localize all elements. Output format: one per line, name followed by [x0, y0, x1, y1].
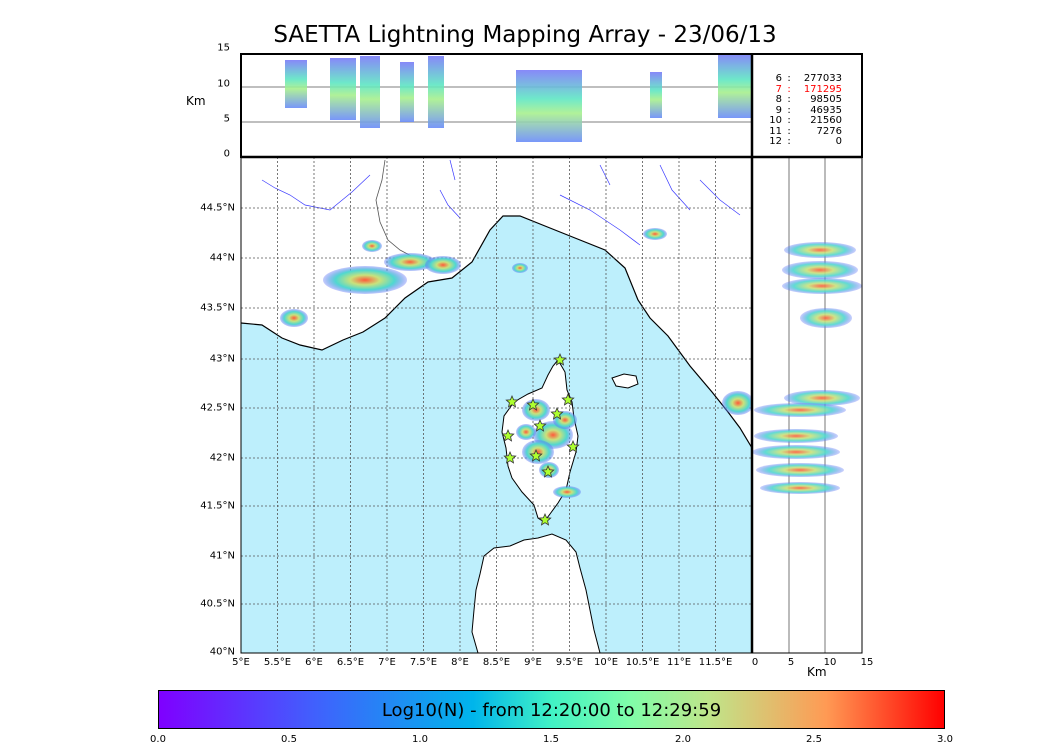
stats-level: 7 — [775, 83, 782, 95]
lon-tick: 10°E — [593, 657, 619, 668]
lat-tick: 41.5°N — [200, 500, 235, 512]
lat-tick: 40.5°N — [200, 598, 235, 610]
colorbar-tick: 2.5 — [806, 734, 822, 745]
stats-row: 10: 21560 — [760, 115, 852, 127]
stats-count: 0 — [835, 136, 842, 147]
map-gridlines — [241, 157, 752, 653]
star-icon — [566, 439, 580, 453]
lat-tick: 41°N — [209, 550, 235, 562]
altitude-rows — [752, 242, 862, 494]
stats-level: 8 — [775, 94, 782, 105]
top-altitude-plot — [240, 53, 753, 158]
star-icon — [501, 428, 515, 442]
lat-tick: 42°N — [209, 452, 235, 464]
colorbar-tick: 3.0 — [937, 734, 953, 745]
side-panel-xlabel: Km — [807, 665, 827, 679]
stats-row: 11: 7276 — [760, 125, 852, 138]
star-icon — [541, 464, 555, 478]
star-icon — [538, 512, 552, 526]
lon-tick: 7°E — [378, 657, 396, 668]
stats-count: 46935 — [810, 104, 842, 116]
star-icon — [505, 394, 519, 408]
top-ytick: 5 — [223, 113, 230, 125]
side-xtick: 0 — [751, 657, 759, 668]
stats-sep: : — [787, 73, 791, 84]
altitude-columns — [285, 54, 752, 142]
top-panel-ylabel: Km — [186, 94, 206, 108]
stats-level: 10 — [769, 115, 782, 126]
lon-tick: 11.5°E — [698, 657, 733, 668]
colorbar-label: Log10(N) - from 12:20:00 to 12:29:59 — [381, 700, 722, 721]
star-icon — [553, 352, 567, 366]
stats-count: 21560 — [810, 115, 842, 126]
stats-level: 11 — [769, 125, 782, 137]
colorbar — [158, 690, 945, 729]
stats-sep: : — [787, 104, 791, 116]
stats-sep: : — [787, 125, 791, 137]
top-ytick: 15 — [217, 42, 230, 54]
lon-tick: 8°E — [451, 657, 469, 668]
stats-row: 8: 98505 — [760, 94, 852, 106]
lon-tick: 8.5°E — [482, 657, 511, 668]
lon-tick: 11°E — [666, 657, 692, 668]
stats-row: 6: 277033 — [760, 73, 852, 85]
star-icon — [533, 418, 547, 432]
lat-tick: 40°N — [209, 646, 235, 658]
colorbar-tick: 1.0 — [412, 734, 428, 745]
plot-title: SAETTA Lightning Mapping Array - 23/06/1… — [273, 22, 777, 48]
lon-tick: 5°E — [232, 657, 250, 668]
star-icon — [526, 397, 540, 411]
stats-row: 9: 46935 — [760, 104, 852, 117]
colorbar-tick: 0.5 — [281, 734, 297, 745]
colorbar-tick: 0.0 — [150, 734, 166, 745]
stats-sep: : — [787, 83, 791, 95]
lat-tick: 43°N — [209, 353, 235, 365]
side-xtick: 5 — [787, 657, 795, 668]
top-panel-frame — [240, 53, 753, 158]
stats-count: 171295 — [803, 83, 842, 95]
side-xtick: 10 — [823, 657, 837, 668]
elba-island — [611, 373, 639, 389]
stats-level: 12 — [769, 136, 782, 147]
stats-count: 7276 — [816, 125, 842, 137]
lat-tick: 44.5°N — [200, 202, 235, 214]
star-icon — [550, 406, 564, 420]
lat-tick: 42.5°N — [200, 402, 235, 414]
colorbar-tick: 1.5 — [543, 734, 559, 745]
stats-level: 6 — [775, 73, 782, 84]
lon-tick: 7.5°E — [409, 657, 438, 668]
star-icon — [503, 450, 517, 464]
star-icon — [561, 392, 575, 406]
lon-tick: 5.5°E — [263, 657, 292, 668]
source-count-table: 6:277033 7:171295 8:98505 9:46935 10:215… — [760, 73, 852, 148]
lon-tick: 9.5°E — [555, 657, 584, 668]
stats-count: 98505 — [810, 94, 842, 105]
lon-tick: 10.5°E — [625, 657, 660, 668]
stats-level: 9 — [775, 104, 782, 116]
lat-tick: 43.5°N — [200, 302, 235, 314]
lon-tick: 6.5°E — [336, 657, 365, 668]
station-markers — [501, 352, 580, 526]
lat-tick: 44°N — [209, 252, 235, 264]
stats-count: 277033 — [803, 73, 842, 84]
star-icon — [529, 448, 543, 462]
stats-row: 7:171295 — [760, 83, 852, 96]
sardinia-island — [471, 533, 601, 653]
stats-panel-frame — [751, 53, 863, 158]
top-ytick: 0 — [223, 148, 230, 160]
top-ytick: 10 — [217, 78, 230, 90]
river-line — [261, 159, 741, 246]
stats-row: 12: 0 — [760, 136, 852, 148]
map-panel — [240, 156, 753, 654]
stats-sep: : — [787, 94, 791, 105]
side-xtick: 15 — [860, 657, 874, 668]
lon-tick: 9°E — [524, 657, 542, 668]
lon-tick: 6°E — [305, 657, 323, 668]
mainland-coastline — [241, 215, 752, 449]
side-altitude-plot — [241, 53, 863, 654]
colorbar-tick: 2.0 — [675, 734, 691, 745]
stats-sep: : — [787, 136, 791, 147]
stats-sep: : — [787, 115, 791, 126]
